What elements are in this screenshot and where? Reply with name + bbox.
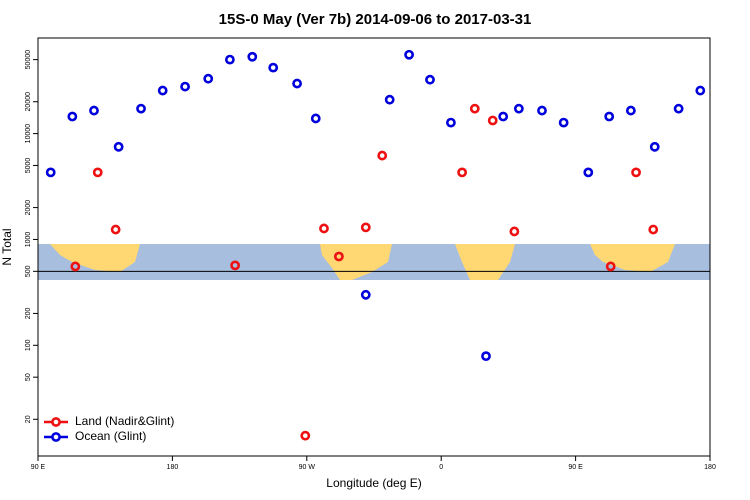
data-point (70, 261, 81, 272)
data-point (583, 167, 594, 178)
y-tick-label: 2000 (25, 200, 32, 216)
y-tick-label: 50000 (25, 50, 32, 70)
data-point (513, 103, 524, 114)
data-point (224, 54, 235, 65)
data-point (377, 150, 388, 161)
y-tick-label: 100 (25, 339, 32, 351)
data-point (537, 105, 547, 116)
y-tick-label: 500 (25, 265, 32, 277)
y-tick-label: 1000 (25, 232, 32, 248)
y-tick-label: 50 (25, 373, 32, 381)
data-point (446, 117, 456, 128)
data-point (136, 103, 146, 114)
x-tick-label: 90 E (568, 464, 583, 471)
x-axis-label: Longitude (deg E) (326, 476, 421, 490)
x-tick-label: 180 (704, 464, 716, 471)
data-point (625, 105, 636, 116)
data-point (605, 261, 616, 272)
data-point (92, 167, 103, 178)
data-point (157, 85, 168, 96)
data-point (110, 224, 121, 235)
data-point (509, 226, 520, 237)
data-point (360, 222, 371, 233)
data-point (67, 111, 78, 122)
x-tick-label: 90 E (31, 464, 46, 471)
x-tick-label: 180 (167, 464, 179, 471)
y-tick-label: 200 (25, 307, 32, 319)
legend-marker (51, 432, 61, 442)
data-point (180, 81, 190, 92)
data-point (457, 167, 468, 178)
data-point (673, 103, 684, 114)
data-point (695, 85, 706, 96)
data-point (425, 74, 435, 85)
plot-frame (37, 37, 711, 457)
legend: Land (Nadir&Glint)Ocean (Glint) (44, 414, 174, 443)
data-point (310, 113, 321, 124)
data-point (481, 351, 491, 362)
y-tick-label: 10000 (25, 124, 32, 144)
legend-label: Land (Nadir&Glint) (75, 414, 174, 428)
data-point (300, 430, 311, 441)
data-point (230, 260, 241, 271)
data-point (89, 105, 99, 116)
x-tick-label: 90 W (299, 464, 316, 471)
legend-marker (51, 417, 61, 427)
y-axis-label: N Total (0, 228, 14, 265)
y-tick-label: 20 (25, 415, 32, 423)
data-point (268, 62, 279, 73)
data-point (631, 167, 641, 178)
data-point (113, 141, 124, 152)
data-point (247, 51, 258, 62)
y-tick-label: 20000 (25, 92, 32, 112)
data-point (558, 117, 569, 128)
legend-label: Ocean (Glint) (75, 429, 146, 443)
data-point (203, 73, 214, 84)
x-tick-label: 0 (439, 464, 443, 471)
data-point (292, 78, 302, 89)
data-point (334, 251, 344, 262)
data-point (649, 141, 660, 152)
data-point (487, 115, 498, 126)
data-point (604, 111, 615, 122)
chart-title: 15S-0 May (Ver 7b) 2014-09-06 to 2017-03… (219, 11, 532, 28)
data-point (45, 167, 56, 178)
y-tick-label: 5000 (25, 158, 32, 174)
data-point (319, 223, 329, 234)
data-point (404, 49, 414, 60)
data-point (469, 103, 480, 114)
data-point (498, 111, 509, 122)
data-point (360, 289, 371, 300)
data-point (384, 94, 395, 105)
data-point (648, 224, 659, 235)
